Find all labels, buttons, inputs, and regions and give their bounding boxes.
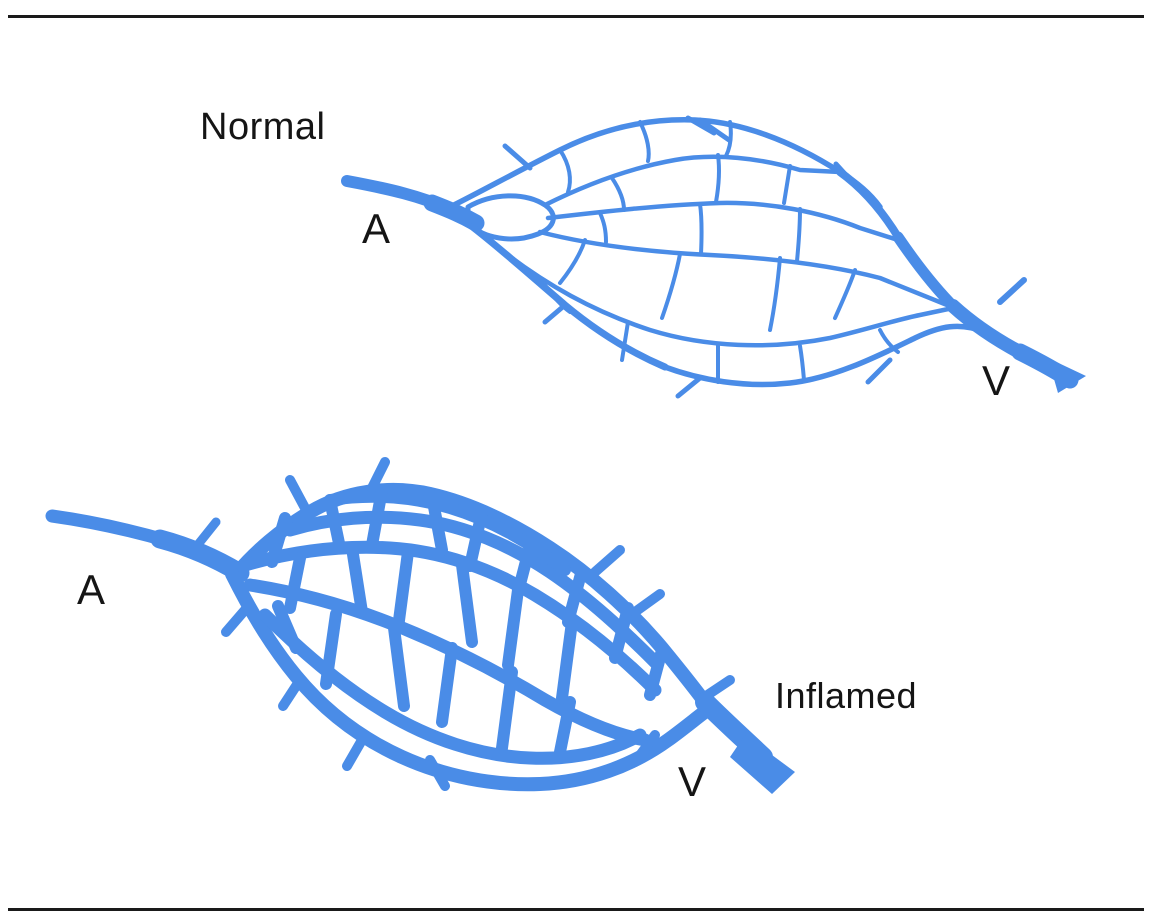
normal-panel-title: Normal — [200, 106, 326, 148]
normal-venule-label: V — [982, 357, 1011, 404]
inflamed-vascular-network — [45, 457, 795, 794]
normal-arteriole-label: A — [362, 205, 391, 252]
inflamed-panel-title: Inflamed — [775, 675, 918, 716]
inflamed-arteriole-label: A — [77, 566, 106, 613]
top-rule-divider — [8, 15, 1144, 18]
inflamed-venule-label: V — [678, 758, 707, 805]
bottom-rule-divider — [8, 908, 1144, 911]
normal-vascular-network — [341, 115, 1086, 399]
